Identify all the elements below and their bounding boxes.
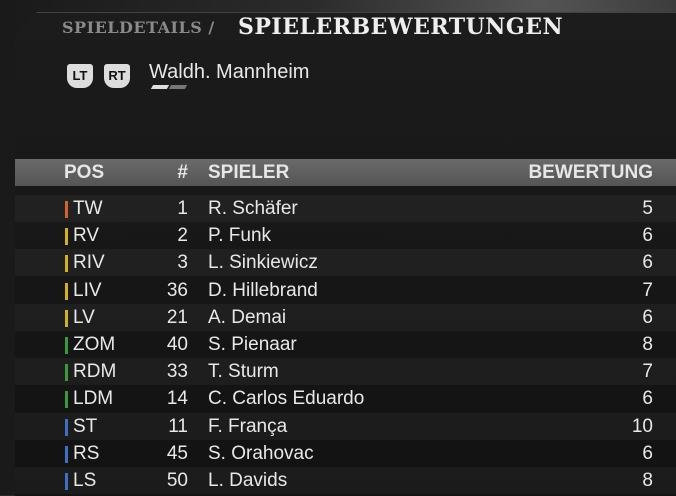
player-name: L. Sinkiewicz (208, 252, 318, 274)
header-pos[interactable]: POS (64, 162, 105, 183)
player-rating: 6 (642, 225, 653, 247)
player-number: 14 (166, 388, 188, 410)
player-name: A. Demai (208, 306, 287, 328)
player-name: T. Sturm (208, 361, 279, 383)
player-rating: 7 (642, 361, 653, 383)
page-title: SPIELERBEWERTUNGEN (238, 14, 564, 40)
position-color-bar (65, 201, 68, 218)
player-name: F. França (208, 415, 288, 437)
header-number[interactable]: # (177, 162, 188, 183)
position-color-bar (65, 418, 68, 436)
player-number: 11 (168, 415, 188, 437)
position-color-bar (65, 337, 68, 354)
position-color-bar (65, 391, 68, 409)
team-indicator-active (150, 85, 170, 89)
table-row[interactable]: RV 2 P. Funk 6 (15, 222, 676, 249)
table-row[interactable]: RIV 3 L. Sinkiewicz 6 (15, 249, 676, 277)
table-row[interactable]: RDM 33 T. Sturm 7 (15, 358, 676, 386)
player-position: TW (73, 198, 103, 219)
player-name: P. Funk (208, 225, 272, 247)
player-name: D. Hillebrand (208, 279, 318, 301)
table-row[interactable]: LDM 14 C. Carlos Eduardo 6 (15, 385, 676, 412)
player-rating: 5 (642, 198, 653, 219)
player-position: RIV (73, 252, 105, 274)
player-number: 50 (166, 470, 188, 491)
position-color-bar (65, 255, 68, 273)
player-position: LS (73, 470, 97, 491)
player-rating: 8 (642, 334, 653, 355)
table-row[interactable]: LS 50 L. Davids 8 (15, 467, 676, 494)
position-color-bar (65, 282, 68, 300)
player-number: 1 (177, 198, 188, 219)
table-row[interactable]: ZOM 40 S. Pienaar 8 (15, 331, 676, 358)
header-rating[interactable]: BEWERTUNG (528, 162, 653, 183)
table-row[interactable]: LV 21 A. Demai 6 (15, 303, 676, 331)
player-rating: 6 (642, 306, 653, 328)
table-row[interactable]: TW 1 R. Schäfer 5 (15, 195, 676, 222)
table-row[interactable]: RS 45 S. Orahovac 6 (15, 440, 676, 467)
player-name: S. Pienaar (208, 334, 297, 355)
player-name: C. Carlos Eduardo (208, 388, 365, 410)
player-name: R. Schäfer (208, 198, 298, 219)
position-color-bar (65, 473, 68, 490)
player-rating: 7 (642, 279, 653, 301)
header-player[interactable]: SPIELER (208, 162, 290, 183)
player-rating: 6 (642, 252, 653, 274)
position-color-bar (65, 228, 68, 246)
team-indicator-inactive (168, 85, 188, 89)
player-number: 36 (166, 279, 188, 301)
lt-button[interactable]: LT (67, 64, 93, 88)
position-color-bar (65, 445, 68, 463)
player-number: 3 (177, 252, 188, 274)
position-color-bar (65, 309, 68, 327)
player-position: RS (73, 442, 100, 464)
player-number: 40 (166, 334, 188, 355)
table-header: POS # SPIELER BEWERTUNG (15, 159, 676, 186)
player-position: RV (73, 225, 100, 247)
player-rating: 10 (631, 415, 653, 437)
player-number: 2 (177, 225, 188, 247)
player-name: S. Orahovac (208, 442, 314, 464)
table-row[interactable]: LIV 36 D. Hillebrand 7 (15, 277, 676, 304)
player-rating: 8 (642, 470, 653, 491)
player-position: RDM (73, 361, 117, 383)
player-position: LV (73, 306, 95, 328)
player-rating: 6 (642, 388, 653, 410)
player-position: ZOM (73, 334, 116, 355)
player-number: 33 (166, 361, 188, 383)
player-name: L. Davids (208, 470, 288, 491)
breadcrumb-parent[interactable]: SPIELDETAILS / (62, 18, 215, 37)
player-position: LIV (73, 279, 102, 301)
rt-button[interactable]: RT (104, 64, 130, 88)
ratings-panel (15, 12, 676, 496)
table-row[interactable]: ST 11 F. França 10 (15, 412, 676, 440)
player-position: LDM (73, 388, 114, 410)
player-rating: 6 (642, 442, 653, 464)
position-color-bar (65, 364, 68, 382)
player-position: ST (73, 415, 98, 437)
player-number: 45 (166, 442, 188, 464)
player-number: 21 (166, 306, 188, 328)
team-name: Waldh. Mannheim (149, 61, 310, 83)
